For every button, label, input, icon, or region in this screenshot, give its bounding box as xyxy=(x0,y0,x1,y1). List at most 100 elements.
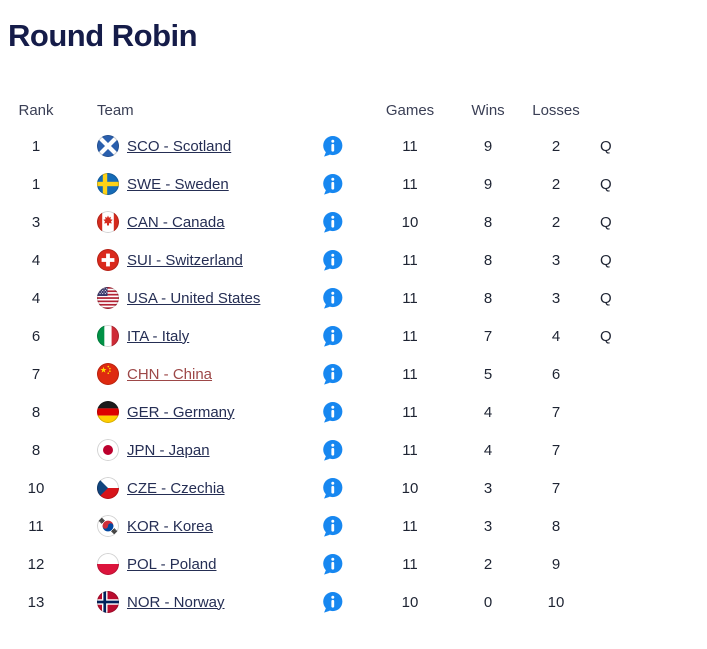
header-games: Games xyxy=(385,101,435,119)
ita-flag-icon xyxy=(97,325,119,347)
losses-cell: 3 xyxy=(551,289,561,307)
info-cell xyxy=(304,553,360,576)
wins-cell: 5 xyxy=(483,365,493,383)
info-icon[interactable] xyxy=(321,211,344,234)
losses-cell: 4 xyxy=(551,327,561,345)
wins-cell: 9 xyxy=(483,137,493,155)
info-icon[interactable] xyxy=(321,325,344,348)
table-row: 8 JPN - Japan 11 4 7 xyxy=(8,431,632,469)
page-title: Round Robin xyxy=(8,18,198,53)
info-icon[interactable] xyxy=(321,287,344,310)
standings-table: Rank Team Games Wins Losses 1 SCO - Scot… xyxy=(8,98,632,621)
table-row: 6 ITA - Italy 11 7 4 Q xyxy=(8,317,632,355)
table-row: 1 SCO - Scotland 11 9 2 Q xyxy=(8,127,632,165)
cze-flag-icon xyxy=(97,477,119,499)
info-cell xyxy=(304,249,360,272)
losses-cell: 10 xyxy=(547,593,565,611)
losses-cell: 9 xyxy=(551,555,561,573)
info-cell xyxy=(304,325,360,348)
table-row: 4 USA - United States 11 8 3 Q xyxy=(8,279,632,317)
info-cell xyxy=(304,211,360,234)
team-cell: SCO - Scotland xyxy=(64,135,304,157)
games-cell: 11 xyxy=(402,175,418,193)
rank-cell: 1 xyxy=(31,137,41,155)
qualified-badge: Q xyxy=(600,213,612,231)
wins-cell: 0 xyxy=(483,593,493,611)
team-cell: POL - Poland xyxy=(64,553,304,575)
table-row: 1 SWE - Sweden 11 9 2 Q xyxy=(8,165,632,203)
table-body: 1 SCO - Scotland 11 9 2 Q 1 SWE - Sweden xyxy=(8,127,632,621)
team-link[interactable]: USA - United States xyxy=(127,289,261,307)
qualified-badge: Q xyxy=(600,175,612,193)
ger-flag-icon xyxy=(97,401,119,423)
info-icon[interactable] xyxy=(321,439,344,462)
team-link[interactable]: SWE - Sweden xyxy=(127,175,229,193)
team-cell: KOR - Korea xyxy=(64,515,304,537)
info-icon[interactable] xyxy=(321,477,344,500)
team-link[interactable]: CAN - Canada xyxy=(127,213,225,231)
info-cell xyxy=(304,363,360,386)
info-icon[interactable] xyxy=(321,173,344,196)
team-link[interactable]: KOR - Korea xyxy=(127,517,213,535)
rank-cell: 13 xyxy=(27,593,45,611)
info-icon[interactable] xyxy=(321,553,344,576)
info-cell xyxy=(304,287,360,310)
usa-flag-icon xyxy=(97,287,119,309)
info-cell xyxy=(304,401,360,424)
team-cell: CHN - China xyxy=(64,363,304,385)
wins-cell: 2 xyxy=(483,555,493,573)
team-link[interactable]: POL - Poland xyxy=(127,555,217,573)
team-cell: GER - Germany xyxy=(64,401,304,423)
wins-cell: 3 xyxy=(483,517,493,535)
wins-cell: 3 xyxy=(483,479,493,497)
info-icon[interactable] xyxy=(321,135,344,158)
sui-flag-icon xyxy=(97,249,119,271)
losses-cell: 3 xyxy=(551,251,561,269)
games-cell: 11 xyxy=(402,365,418,383)
games-cell: 11 xyxy=(402,517,418,535)
table-row: 4 SUI - Switzerland 11 8 3 Q xyxy=(8,241,632,279)
rank-cell: 3 xyxy=(31,213,41,231)
team-cell: JPN - Japan xyxy=(64,439,304,461)
info-icon[interactable] xyxy=(321,515,344,538)
games-cell: 11 xyxy=(402,251,418,269)
kor-flag-icon xyxy=(97,515,119,537)
wins-cell: 4 xyxy=(483,403,493,421)
team-link[interactable]: JPN - Japan xyxy=(127,441,210,459)
losses-cell: 8 xyxy=(551,517,561,535)
table-row: 8 GER - Germany 11 4 7 xyxy=(8,393,632,431)
team-link[interactable]: CHN - China xyxy=(127,365,213,383)
info-icon[interactable] xyxy=(321,249,344,272)
info-icon[interactable] xyxy=(321,591,344,614)
header-wins: Wins xyxy=(471,101,505,119)
header-team: Team xyxy=(97,101,134,119)
rank-cell: 8 xyxy=(31,441,41,459)
info-icon[interactable] xyxy=(321,363,344,386)
team-link[interactable]: SUI - Switzerland xyxy=(127,251,243,269)
rank-cell: 1 xyxy=(31,175,41,193)
team-link[interactable]: SCO - Scotland xyxy=(127,137,232,155)
wins-cell: 9 xyxy=(483,175,493,193)
info-icon[interactable] xyxy=(321,401,344,424)
can-flag-icon xyxy=(97,211,119,233)
rank-cell: 10 xyxy=(27,479,45,497)
team-link[interactable]: GER - Germany xyxy=(127,403,235,421)
wins-cell: 8 xyxy=(483,213,493,231)
games-cell: 10 xyxy=(401,213,419,231)
header-rank: Rank xyxy=(18,101,54,119)
team-link[interactable]: CZE - Czechia xyxy=(127,479,225,497)
losses-cell: 2 xyxy=(551,213,561,231)
info-cell xyxy=(304,591,360,614)
team-link[interactable]: ITA - Italy xyxy=(127,327,190,345)
qualified-badge: Q xyxy=(600,327,612,345)
team-cell: CZE - Czechia xyxy=(64,477,304,499)
team-cell: SUI - Switzerland xyxy=(64,249,304,271)
losses-cell: 6 xyxy=(551,365,561,383)
team-cell: CAN - Canada xyxy=(64,211,304,233)
round-robin-page: Round Robin Rank Team Games Wins Losses … xyxy=(8,18,632,621)
team-link[interactable]: NOR - Norway xyxy=(127,593,225,611)
games-cell: 11 xyxy=(402,137,418,155)
pol-flag-icon xyxy=(97,553,119,575)
games-cell: 11 xyxy=(402,327,418,345)
header-losses: Losses xyxy=(532,101,580,119)
